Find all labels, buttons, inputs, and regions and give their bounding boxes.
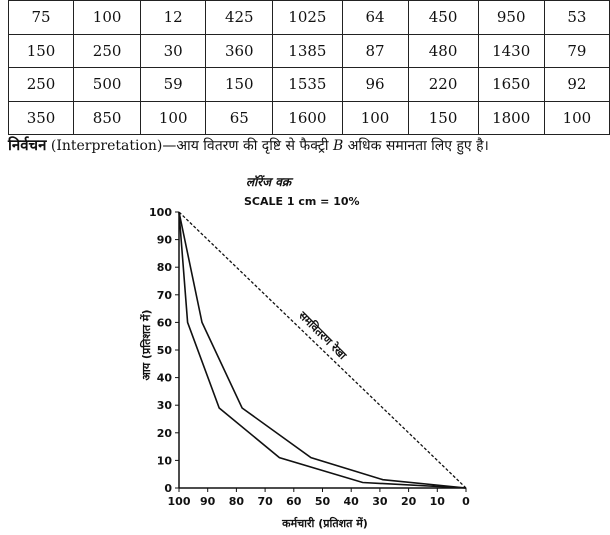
interpretation-label: निर्वचन — [8, 136, 47, 154]
x-tick-label: 80 — [229, 495, 245, 508]
table-cell: 87 — [341, 33, 409, 68]
factory-variable: B — [332, 138, 344, 154]
table-cell: 350 — [7, 100, 75, 135]
lorenz-curve-1 — [178, 211, 467, 489]
y-axis-label: आय (प्रतिशत में) — [139, 309, 153, 380]
table-cell: 30 — [140, 33, 207, 68]
x-tick-label: 20 — [401, 495, 417, 508]
table-cell: 64 — [341, 0, 409, 35]
y-tick-label: 40 — [157, 372, 173, 385]
table-cell: 480 — [407, 33, 479, 68]
x-tick-label: 100 — [168, 495, 191, 508]
table-cell: 100 — [140, 100, 207, 135]
table-cell: 1600 — [272, 100, 343, 135]
table-cell: 450 — [407, 0, 479, 35]
table-cell: 1430 — [477, 33, 545, 68]
table-cell: 100 — [341, 100, 409, 135]
table-cell: 59 — [140, 67, 207, 102]
table-cell: 1385 — [272, 33, 343, 68]
table-cell: 425 — [205, 0, 274, 35]
table-row: 150 250 30 360 1385 87 480 1430 79 — [7, 33, 610, 68]
table-cell: 1800 — [477, 100, 545, 135]
table-cell: 850 — [73, 100, 142, 135]
table-cell: 220 — [407, 67, 479, 102]
x-tick-label: 40 — [344, 495, 360, 508]
x-tick-label: 50 — [315, 495, 331, 508]
table-cell: 1650 — [477, 67, 545, 102]
x-tick-label: 60 — [286, 495, 302, 508]
table-row: 75 100 12 425 1025 64 450 950 53 — [7, 0, 610, 35]
y-tick-label: 0 — [164, 482, 172, 495]
y-tick-label: 100 — [149, 206, 172, 219]
chart-subtitle: SCALE 1 cm = 10% — [244, 195, 360, 208]
table-cell: 100 — [543, 100, 610, 135]
table-cell: 100 — [73, 0, 142, 35]
y-tick-label: 50 — [157, 344, 173, 357]
equality-line — [178, 211, 467, 489]
x-tick-label: 30 — [372, 495, 388, 508]
y-tick-label: 80 — [157, 261, 173, 274]
table-cell: 53 — [543, 0, 610, 35]
table-cell: 500 — [73, 67, 142, 102]
x-axis-label: कर्मचारी (प्रतिशत में) — [281, 516, 368, 530]
x-tick-label: 0 — [462, 495, 470, 508]
table-cell: 92 — [543, 67, 610, 102]
equality-line-label: समवितरण रेखा — [295, 308, 350, 363]
y-tick-label: 30 — [157, 399, 173, 412]
y-tick-label: 70 — [157, 289, 173, 302]
y-tick-label: 20 — [157, 427, 173, 440]
table-cell: 250 — [73, 33, 142, 68]
y-tick-label: 10 — [157, 454, 173, 467]
table-row: 250 500 59 150 1535 96 220 1650 92 — [7, 67, 610, 102]
table-cell: 950 — [477, 0, 545, 35]
table-cell: 75 — [7, 0, 75, 35]
table-row: 350 850 100 65 1600 100 150 1800 100 — [7, 100, 610, 135]
data-table: 75 100 12 425 1025 64 450 950 53 150 250 30 360 1385 8… — [7, 0, 610, 135]
x-tick-label: 70 — [257, 495, 273, 508]
table-cell: 96 — [341, 67, 409, 102]
lorenz-curve-2 — [178, 211, 467, 489]
table-cell: 65 — [205, 100, 274, 135]
interpretation-english: (Interpretation) — [50, 138, 163, 154]
table-cell: 150 — [407, 100, 479, 135]
chart-title: लॉरेंज वक्र — [246, 175, 294, 189]
x-tick-label: 90 — [200, 495, 216, 508]
interpretation-text-before: —आय वितरण की दृष्टि से फैक्ट्री — [162, 138, 329, 154]
y-tick-label: 90 — [157, 234, 173, 247]
table-cell: 1025 — [272, 0, 343, 35]
interpretation-paragraph: निर्वचन (Interpretation)—आय वितरण की दृष… — [8, 135, 608, 155]
table-cell: 150 — [7, 33, 75, 68]
interpretation-text-after: अधिक समानता लिए हुए है। — [347, 138, 489, 154]
x-tick-label: 10 — [430, 495, 446, 508]
y-tick-label: 60 — [157, 316, 173, 329]
